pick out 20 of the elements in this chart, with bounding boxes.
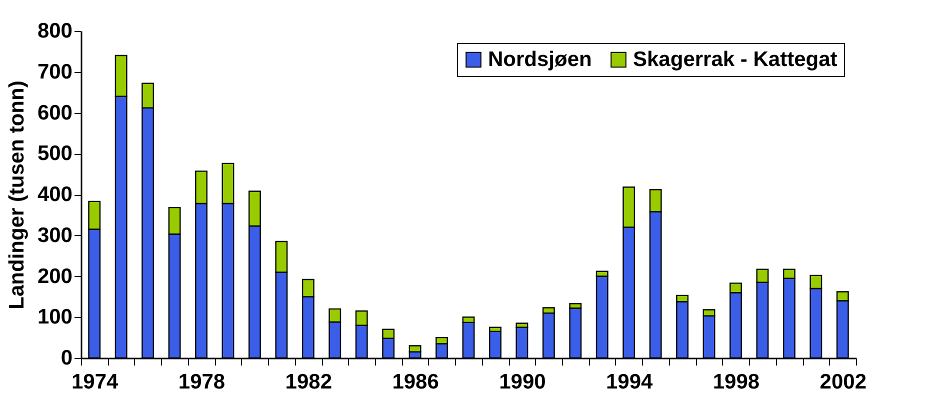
x-tick-label: 1998 [712,370,760,394]
y-tick-label: 600 [37,101,72,124]
x-tick-label: 1974 [72,370,119,394]
y-tick-label: 0 [60,346,72,370]
y-tick-label: 200 [37,264,72,288]
x-tick-label: 1982 [285,370,332,394]
y-tick-label: 500 [37,142,72,166]
y-tick-label: 800 [37,20,72,42]
y-axis-title: Landinger (tusen tonn) [5,80,28,310]
legend-label: Skagerrak - Kattegat [633,48,838,71]
y-tick-label: 100 [37,306,72,329]
x-tick-label: 1994 [606,370,654,394]
y-tick-label: 300 [37,224,72,247]
x-tick-label: 1990 [499,370,546,394]
y-tick-label: 700 [37,60,72,84]
x-tick-label: 1986 [392,370,439,394]
y-tick-label: 400 [37,183,72,206]
x-tick-label: 2002 [820,370,866,394]
x-tick-label: 1978 [178,370,226,394]
legend-label: Nordsjøen [488,48,592,71]
